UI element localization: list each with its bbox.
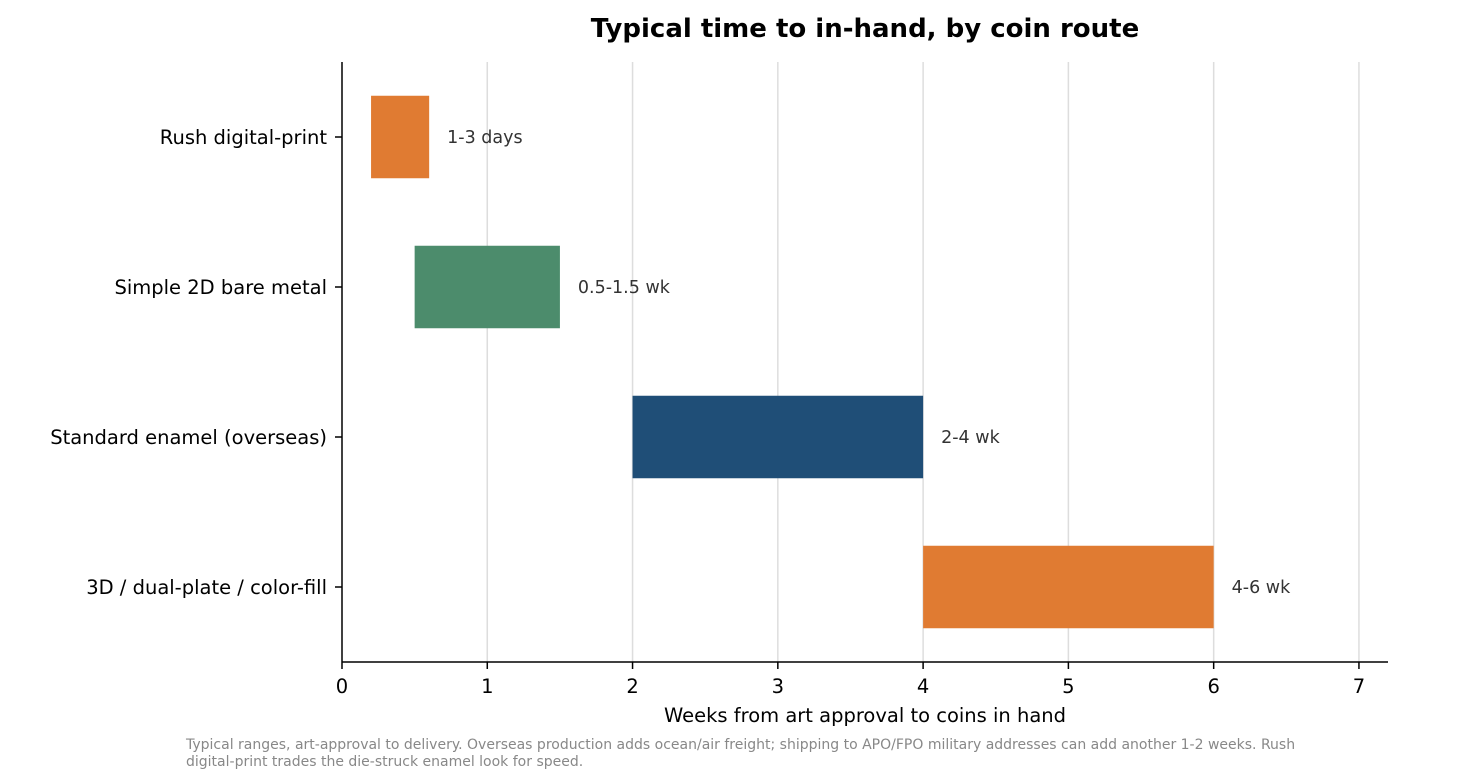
x-tick-label: 6 [1207, 675, 1219, 698]
bars [371, 95, 1214, 629]
category-label: 3D / dual-plate / color-fill [86, 576, 327, 599]
x-tick-label: 1 [481, 675, 493, 698]
category-label: Rush digital-print [160, 126, 328, 149]
footnote: Typical ranges, art-approval to delivery… [185, 737, 1295, 770]
range-bar [414, 245, 560, 329]
bar-data-label: 1-3 days [447, 128, 522, 148]
x-tick-label: 7 [1353, 675, 1365, 698]
axes [341, 62, 1388, 663]
bar-data-label: 2-4 wk [941, 428, 1000, 448]
chart-title: Typical time to in-hand, by coin route [591, 14, 1139, 44]
x-axis-label: Weeks from art approval to coins in hand [664, 704, 1066, 727]
x-tick-label: 4 [917, 675, 929, 698]
range-bar [632, 395, 924, 479]
footnote-line-2: digital-print trades the die-struck enam… [186, 754, 583, 770]
range-bar [923, 545, 1214, 629]
x-tick-label: 5 [1062, 675, 1074, 698]
x-tick-label: 0 [336, 675, 348, 698]
y-ticks: Rush digital-print Simple 2D bare metal St… [50, 126, 342, 599]
footnote-line-1: Typical ranges, art-approval to delivery… [185, 737, 1295, 753]
data-labels: 1-3 days 0.5-1.5 wk 2-4 wk 4-6 wk [447, 128, 1291, 598]
x-tick-label: 3 [772, 675, 784, 698]
x-tick-label: 2 [626, 675, 638, 698]
gridlines [486, 62, 1360, 662]
bar-data-label: 0.5-1.5 wk [578, 278, 671, 298]
range-bar [371, 95, 430, 179]
category-label: Standard enamel (overseas) [50, 426, 327, 449]
x-ticks: 0 1 2 3 4 5 6 7 [336, 662, 1365, 698]
category-label: Simple 2D bare metal [114, 276, 327, 299]
bar-data-label: 4-6 wk [1232, 578, 1291, 598]
